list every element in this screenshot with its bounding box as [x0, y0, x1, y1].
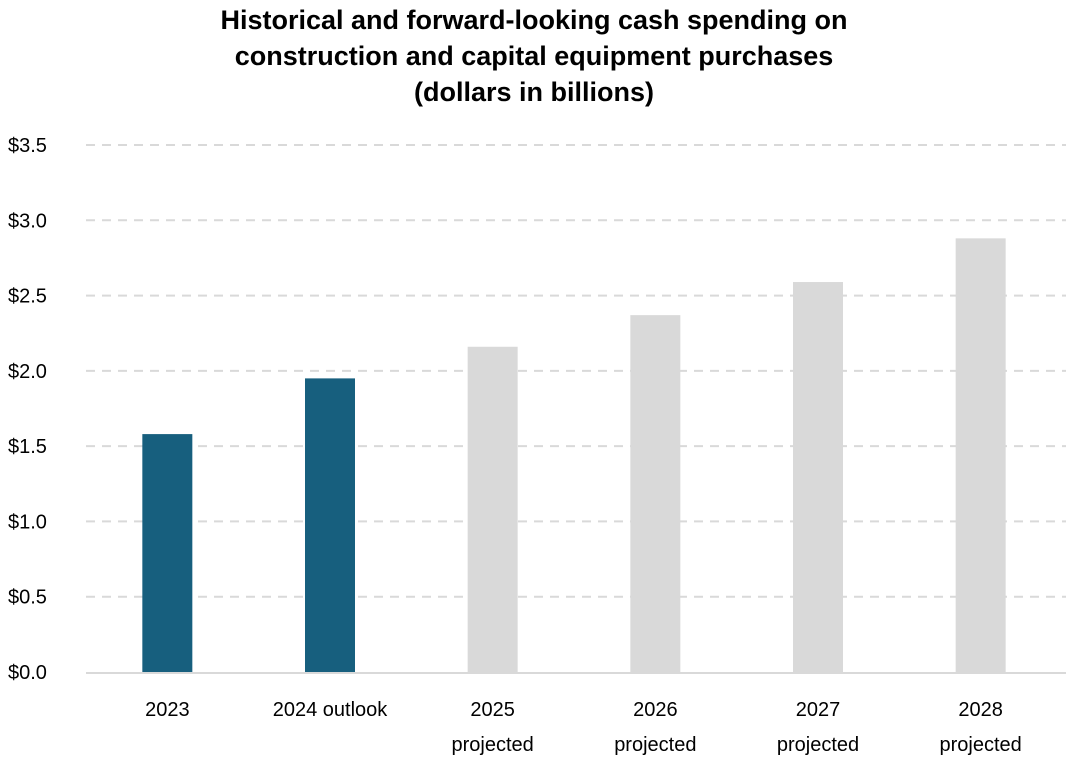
- y-tick-label: $2.0: [8, 361, 47, 383]
- y-tick-label: $3.0: [8, 210, 47, 232]
- bar: [793, 282, 843, 672]
- bars: [142, 238, 1006, 672]
- bar: [305, 378, 355, 672]
- gridlines: [86, 144, 1066, 598]
- x-category-label: 2027: [796, 699, 841, 721]
- chart-title-line-1: Historical and forward-looking cash spen…: [220, 5, 848, 35]
- x-category-label: 2024 outlook: [273, 699, 389, 721]
- y-tick-label: $2.5: [8, 286, 47, 308]
- x-category-label: projected: [452, 734, 534, 756]
- x-category-label: 2026: [633, 699, 678, 721]
- chart-title-line-3: (dollars in billions): [413, 77, 654, 107]
- bar: [142, 434, 193, 672]
- bar: [955, 238, 1006, 672]
- x-category-label: 2023: [145, 699, 190, 721]
- chart-title-line-2: construction and capital equipment purch…: [234, 41, 834, 71]
- x-category-label: projected: [777, 734, 859, 756]
- y-tick-label: $0.5: [8, 587, 47, 609]
- x-axis-category-labels: 2023 2024 outlook 2025 projected 2026 project…: [145, 699, 1022, 756]
- y-axis-tick-labels: $0.0 $0.5 $1.0 $1.5 $2.0 $2.5 $3.0 $3.5: [8, 135, 47, 684]
- bar: [467, 346, 518, 672]
- y-tick-label: $3.5: [8, 135, 47, 157]
- x-category-label: 2028: [958, 699, 1003, 721]
- x-category-label: 2025: [470, 699, 515, 721]
- bar: [630, 315, 681, 672]
- chart-title: Historical and forward-looking cash spen…: [0, 2, 1068, 110]
- x-category-label: projected: [614, 734, 696, 756]
- y-tick-label: $1.0: [8, 511, 47, 533]
- y-tick-label: $0.0: [8, 662, 47, 684]
- x-category-label: projected: [940, 734, 1022, 756]
- y-tick-label: $1.5: [8, 436, 47, 458]
